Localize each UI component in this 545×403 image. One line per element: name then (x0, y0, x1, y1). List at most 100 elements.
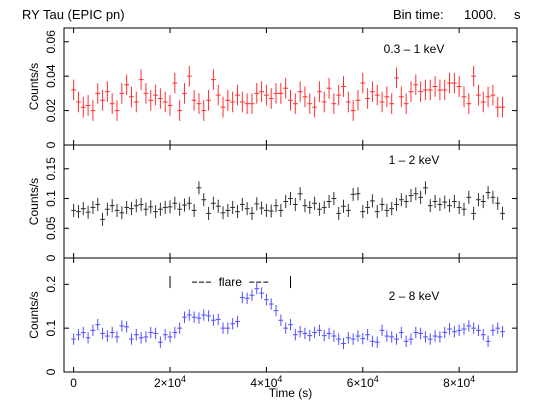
data-point (312, 196, 318, 210)
data-point (119, 83, 125, 104)
data-point (114, 331, 120, 343)
data-point (398, 86, 404, 108)
data-point (124, 321, 130, 333)
data-point (355, 187, 361, 201)
data-point (254, 282, 260, 295)
data-point (100, 327, 105, 340)
data-point (206, 310, 211, 322)
data-point (379, 197, 385, 212)
data-point (341, 337, 346, 350)
data-point (225, 322, 231, 334)
data-point (437, 331, 443, 343)
data-point (297, 187, 303, 201)
data-point (157, 336, 163, 348)
data-point (413, 74, 419, 96)
data-point (273, 199, 279, 213)
data-point (413, 187, 419, 201)
data-point (331, 191, 337, 206)
data-point (292, 197, 298, 212)
data-point (157, 88, 163, 109)
data-point (182, 198, 187, 212)
x-tick-label: 8×104 (443, 374, 475, 390)
data-point (321, 200, 327, 214)
data-point (177, 322, 183, 334)
data-point (408, 333, 414, 345)
data-point (345, 91, 351, 113)
data-point (167, 200, 173, 214)
data-point (451, 72, 457, 94)
flare-label: flare (219, 275, 243, 289)
data-point (442, 195, 448, 209)
data-point (432, 194, 438, 209)
data-point (230, 200, 236, 214)
data-point (423, 181, 428, 195)
y-tick-label: 0.1 (44, 319, 58, 336)
data-point (307, 329, 313, 342)
data-point (350, 100, 356, 121)
data-point (471, 206, 477, 220)
data-point (461, 202, 467, 216)
data-point (172, 326, 178, 339)
data-point (201, 193, 207, 207)
data-point (196, 312, 202, 324)
data-point (148, 89, 154, 111)
data-point (283, 194, 289, 209)
data-point (162, 200, 168, 214)
data-point (95, 83, 101, 104)
data-point (374, 336, 380, 348)
data-point (500, 96, 505, 118)
data-point (95, 197, 101, 212)
data-point (485, 186, 491, 200)
data-point (220, 322, 226, 334)
data-point (317, 324, 322, 337)
data-point (370, 335, 375, 348)
data-point (239, 291, 245, 304)
data-point (138, 69, 144, 90)
data-point (239, 197, 245, 212)
data-point (336, 84, 342, 106)
data-point (471, 322, 477, 334)
data-point (331, 330, 337, 342)
data-point (76, 205, 81, 219)
data-point (461, 323, 467, 335)
data-point (244, 93, 250, 115)
data-point (133, 91, 139, 113)
x-tick-label: 0 (70, 376, 77, 390)
data-point (490, 190, 496, 204)
data-point (292, 93, 298, 115)
data-point (317, 81, 322, 102)
data-point (273, 304, 279, 317)
data-point (447, 72, 452, 94)
data-point (418, 81, 424, 102)
data-point (355, 89, 361, 111)
data-point (432, 330, 438, 342)
data-point (345, 203, 351, 217)
data-point (423, 79, 428, 101)
data-point (398, 193, 404, 207)
data-point (437, 197, 443, 212)
data-point (129, 202, 134, 216)
data-point (109, 93, 115, 115)
data-point (90, 200, 96, 214)
data-point (210, 314, 216, 326)
data-point (268, 298, 274, 310)
data-point (427, 79, 433, 101)
data-point (177, 202, 183, 216)
data-point (466, 190, 472, 204)
data-point (317, 202, 322, 216)
data-point (162, 91, 168, 113)
data-point (235, 315, 240, 328)
data-point (384, 203, 390, 217)
data-point (442, 79, 448, 101)
data-point (90, 324, 96, 337)
data-point (114, 203, 120, 217)
data-point (119, 206, 125, 220)
data-point (225, 203, 231, 217)
data-point (215, 84, 221, 106)
data-point (230, 91, 236, 113)
y-axis-label: Counts/s (27, 291, 41, 338)
data-point (235, 84, 240, 106)
data-point (500, 325, 505, 338)
data-point (143, 83, 149, 104)
data-point (476, 324, 481, 337)
